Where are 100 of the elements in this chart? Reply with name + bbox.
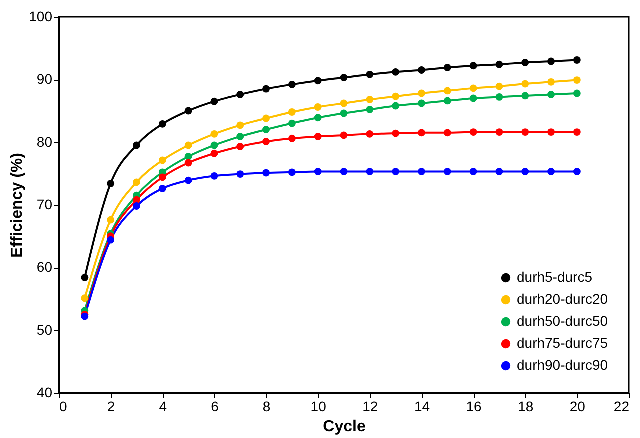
point: [470, 128, 478, 136]
point: [262, 114, 270, 122]
point: [366, 168, 374, 176]
x-tick-label: 18: [518, 398, 534, 414]
x-tick-label: 16: [466, 398, 482, 414]
y-axis-title: Efficiency (%): [9, 153, 26, 258]
point: [288, 108, 296, 116]
point: [236, 122, 244, 130]
point: [107, 216, 115, 224]
point: [522, 92, 530, 100]
point: [366, 130, 374, 138]
point: [366, 70, 374, 78]
point: [470, 168, 478, 176]
x-tick-label: 10: [310, 398, 327, 414]
x-tick-label: 4: [159, 398, 168, 414]
point: [418, 100, 426, 108]
x-tick-label: 6: [211, 398, 220, 414]
x-axis-title: Cycle: [323, 418, 366, 436]
point: [548, 58, 555, 66]
point: [288, 134, 296, 142]
point: [314, 104, 322, 111]
point: [496, 168, 504, 176]
point: [470, 94, 478, 102]
point: [392, 102, 400, 110]
point: [340, 168, 348, 176]
legend-label: durh90-durc90: [517, 357, 608, 373]
point: [548, 168, 555, 176]
point: [392, 130, 400, 138]
point: [236, 143, 244, 150]
x-tick-label: 22: [614, 398, 630, 414]
point: [444, 168, 452, 176]
point: [496, 82, 504, 90]
point: [522, 59, 530, 66]
point: [392, 92, 400, 100]
point: [158, 174, 166, 182]
x-tick-label: 20: [570, 398, 586, 414]
point: [418, 66, 426, 74]
x-tick-label: 2: [107, 398, 116, 414]
point: [184, 159, 192, 167]
point: [573, 168, 581, 176]
point: [418, 90, 426, 98]
point: [288, 168, 296, 176]
point: [340, 110, 348, 118]
point: [548, 91, 555, 98]
point: [210, 142, 218, 150]
point: [262, 126, 270, 134]
y-tick-label: 90: [36, 71, 53, 88]
point: [548, 78, 555, 86]
point: [366, 96, 374, 104]
point: [418, 129, 426, 137]
point: [444, 87, 452, 95]
point: [314, 168, 322, 176]
legend-label: durh50-durc50: [517, 313, 608, 329]
point: [314, 77, 322, 85]
legend-label: durh20-durc20: [517, 291, 608, 307]
point: [262, 138, 270, 146]
point: [444, 64, 452, 72]
point: [522, 80, 530, 88]
point: [133, 196, 140, 204]
point: [573, 56, 581, 64]
point: [314, 114, 322, 122]
point: [81, 294, 89, 302]
point: [288, 120, 296, 128]
x-tick-label: 0: [60, 398, 68, 414]
point: [158, 120, 166, 128]
point: [210, 150, 218, 158]
point: [573, 128, 581, 136]
point: [340, 74, 348, 82]
point: [392, 168, 400, 176]
point: [522, 128, 530, 136]
point: [522, 168, 530, 176]
point: [81, 274, 89, 282]
point: [496, 60, 504, 68]
point: [184, 107, 192, 115]
point: [288, 80, 296, 88]
point: [158, 185, 166, 192]
point: [107, 236, 115, 244]
y-tick-label: 100: [29, 8, 53, 24]
y-tick-label: 50: [36, 322, 53, 338]
point: [133, 178, 140, 186]
point: [548, 128, 555, 136]
y-tick-label: 70: [36, 196, 53, 212]
point: [573, 90, 581, 98]
point: [314, 132, 322, 140]
point: [236, 91, 244, 98]
x-tick-label: 14: [414, 398, 430, 414]
point: [236, 132, 244, 140]
point: [133, 202, 140, 210]
point: [340, 100, 348, 108]
x-tick-label: 8: [262, 398, 271, 414]
point: [184, 153, 192, 160]
point: [262, 169, 270, 177]
point: [262, 85, 270, 93]
point: [158, 156, 166, 164]
x-tick-label: 12: [362, 398, 378, 414]
point: [340, 132, 348, 140]
y-tick-label: 40: [36, 384, 53, 400]
point: [366, 106, 374, 114]
point: [418, 168, 426, 176]
point: [210, 98, 218, 106]
